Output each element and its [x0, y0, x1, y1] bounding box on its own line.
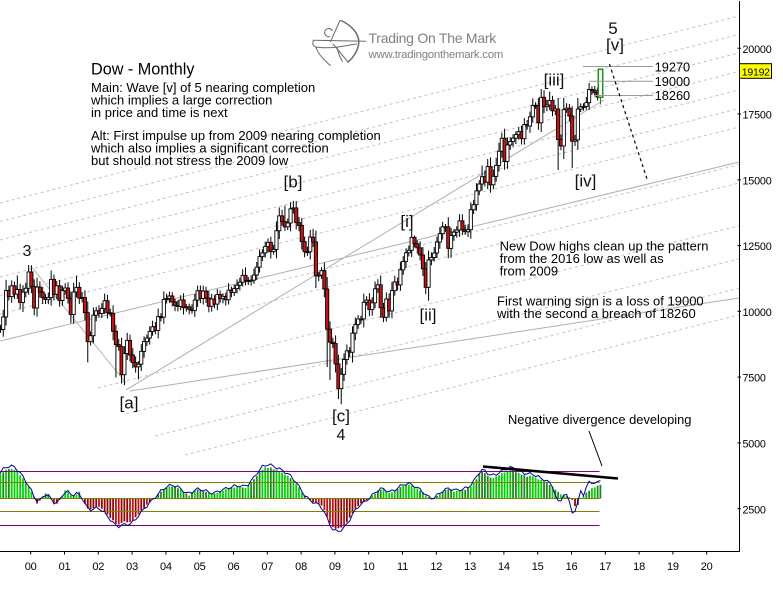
svg-text:12500: 12500	[743, 241, 772, 253]
svg-text:[iv]: [iv]	[575, 172, 597, 191]
svg-text:www.tradingonthemark.com: www.tradingonthemark.com	[368, 49, 504, 61]
svg-text:4: 4	[337, 427, 346, 444]
svg-text:01: 01	[59, 561, 71, 573]
svg-text:7500: 7500	[743, 373, 766, 385]
svg-text:08: 08	[295, 561, 307, 573]
svg-text:15: 15	[532, 561, 544, 573]
svg-text:07: 07	[261, 561, 273, 573]
svg-text:5000: 5000	[743, 439, 766, 451]
svg-text:19192: 19192	[742, 66, 770, 78]
svg-text:[b]: [b]	[284, 173, 303, 192]
svg-text:from 2009: from 2009	[500, 264, 559, 279]
svg-text:20000: 20000	[743, 44, 772, 56]
svg-text:10000: 10000	[743, 307, 772, 319]
svg-text:Alt: First impulse up from 200: Alt: First impulse up from 2009 nearing …	[91, 128, 381, 143]
svg-text:12: 12	[430, 561, 442, 573]
svg-text:19: 19	[667, 561, 679, 573]
svg-text:19270: 19270	[655, 59, 691, 74]
svg-text:which also implies a significa: which also implies a significant correct…	[90, 140, 329, 155]
svg-text:from the 2016 low as well as: from the 2016 low as well as	[500, 251, 665, 266]
svg-text:14: 14	[498, 561, 510, 573]
svg-text:04: 04	[160, 561, 172, 573]
svg-text:16: 16	[566, 561, 578, 573]
svg-text:15000: 15000	[743, 175, 772, 187]
svg-text:03: 03	[126, 561, 138, 573]
svg-text:which implies a large correcti: which implies a large correction	[90, 92, 272, 107]
svg-text:20: 20	[701, 561, 713, 573]
svg-text:Trading On The Mark: Trading On The Mark	[369, 30, 498, 46]
svg-text:[iii]: [iii]	[544, 71, 565, 90]
svg-text:09: 09	[329, 561, 341, 573]
svg-text:11: 11	[397, 561, 408, 573]
svg-text:00: 00	[25, 561, 37, 573]
svg-text:First warning sign is a loss o: First warning sign is a loss of 19000	[497, 294, 704, 309]
svg-text:[c]: [c]	[332, 407, 350, 426]
svg-text:[v]: [v]	[606, 36, 624, 55]
svg-text:06: 06	[228, 561, 240, 573]
svg-text:but should not stress the 2009: but should not stress the 2009 low	[91, 153, 289, 168]
svg-text:Dow - Monthly: Dow - Monthly	[91, 60, 195, 78]
svg-text:New Dow highs clean up the pat: New Dow highs clean up the pattern	[500, 239, 709, 254]
svg-text:Main: Wave [v] of 5 nearing co: Main: Wave [v] of 5 nearing completion	[91, 80, 315, 95]
svg-text:3: 3	[23, 243, 32, 260]
svg-text:13: 13	[464, 561, 476, 573]
svg-text:in price and time is next: in price and time is next	[91, 105, 228, 120]
svg-text:[ii]: [ii]	[420, 306, 437, 325]
svg-text:19000: 19000	[655, 74, 691, 89]
svg-text:02: 02	[92, 561, 104, 573]
svg-text:5: 5	[608, 19, 617, 38]
svg-text:18260: 18260	[655, 88, 691, 103]
svg-text:10: 10	[363, 561, 375, 573]
svg-text:Negative divergence developing: Negative divergence developing	[508, 412, 691, 427]
svg-text:05: 05	[194, 561, 206, 573]
svg-text:17: 17	[599, 561, 611, 573]
svg-text:[a]: [a]	[120, 394, 139, 413]
svg-text:with the second a breach of 18: with the second a breach of 18260	[496, 306, 696, 321]
svg-text:17500: 17500	[743, 110, 772, 122]
svg-text:18: 18	[633, 561, 645, 573]
svg-text:[i]: [i]	[400, 212, 413, 231]
svg-text:2500: 2500	[743, 504, 766, 516]
